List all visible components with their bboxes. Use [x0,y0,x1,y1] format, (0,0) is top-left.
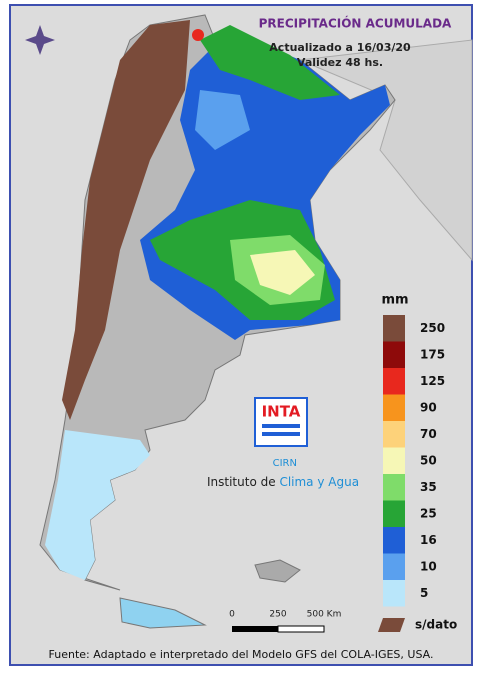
legend-swatch [383,500,405,527]
legend-swatch [383,474,405,501]
legend-swatch [383,553,405,580]
tierra-del-fuego [119,597,207,629]
scale-label: 0 [229,610,235,620]
legend-swatch [383,315,405,342]
legend-label: 175 [420,347,445,361]
logo-sub: CIRN [273,458,297,469]
legend-label: 25 [420,506,437,520]
legend-swatch [383,527,405,554]
legend-label: 10 [420,559,437,573]
no-data-area [62,20,190,420]
logo-brand: INTA [262,403,301,421]
legend-swatch [383,421,405,448]
logo-box [254,397,308,447]
institute-prefix: Instituto de [207,475,276,489]
legend-swatch [383,447,405,474]
legend-swatch [383,341,405,368]
precip-low [45,430,150,580]
no-data-swatch [378,618,405,632]
scale-label: 250 [269,610,286,620]
legend-swatch [383,394,405,421]
institute-highlight: Clima y Agua [279,475,359,489]
legend-unit: mm [381,293,408,308]
scale-bar [277,625,325,633]
legend: 250 175 125 90 70 50 35 25 16 10 5 [383,315,445,607]
legend-label: 5 [420,586,428,600]
title: PRECIPITACIÓN ACUMULADA [259,16,452,31]
legend-label: 90 [420,400,437,414]
logo-stripe [262,424,300,428]
precip-10 [195,90,250,150]
legend-label: 35 [420,480,437,494]
legend-swatch [383,368,405,395]
compass [25,25,55,55]
footer: Fuente: Adaptado e interpretado del Mode… [49,648,434,661]
legend-label: 125 [420,374,445,388]
updated: Actualizado a 16/03/20 [269,41,411,54]
precip-25 [200,25,340,100]
no-data-label: s/dato [415,618,457,632]
legend-label: 70 [420,427,437,441]
validity: Validez 48 hs. [297,56,383,69]
precip-high [192,29,204,41]
legend-swatch [383,580,405,607]
logo-stripe [262,432,300,436]
scale-bar [232,626,278,632]
scale-label: 500 Km [307,610,342,620]
islands [254,559,301,583]
legend-label: 250 [420,321,445,335]
legend-label: 50 [420,453,437,467]
precip-50 [250,250,315,295]
institute: Instituto de Clima y Agua [207,475,359,489]
legend-label: 16 [420,533,437,547]
